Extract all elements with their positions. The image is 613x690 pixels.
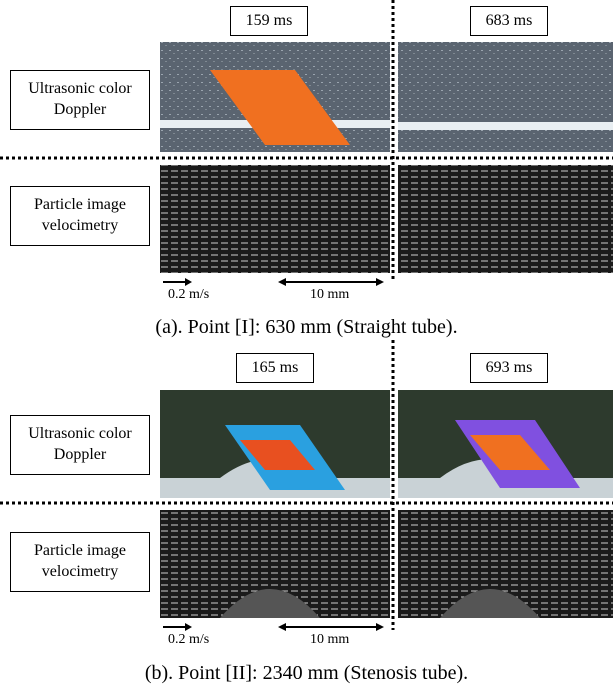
time-label: 693 ms: [470, 353, 548, 383]
scale-label: 0.2 m/s: [168, 632, 210, 647]
scale-label: 10 mm: [310, 287, 350, 302]
row-label: Ultrasonic color Doppler: [10, 415, 150, 475]
panel-b-images: [0, 340, 613, 631]
time-label: 165 ms: [236, 353, 314, 383]
row-label: Particle image velocimetry: [10, 532, 150, 592]
scale-label: 10 mm: [310, 632, 350, 647]
time-label: 159 ms: [230, 6, 308, 36]
caption: (b). Point [II]: 2340 mm (Stenosis tube)…: [144, 662, 469, 684]
scale-label: 0.2 m/s: [168, 287, 210, 302]
panel-a-images: [0, 0, 613, 286]
caption: (a). Point [I]: 630 mm (Straight tube).: [155, 316, 458, 338]
row-label: Ultrasonic color Doppler: [10, 70, 150, 130]
row-label: Particle image velocimetry: [10, 186, 150, 246]
time-label: 683 ms: [470, 6, 548, 36]
